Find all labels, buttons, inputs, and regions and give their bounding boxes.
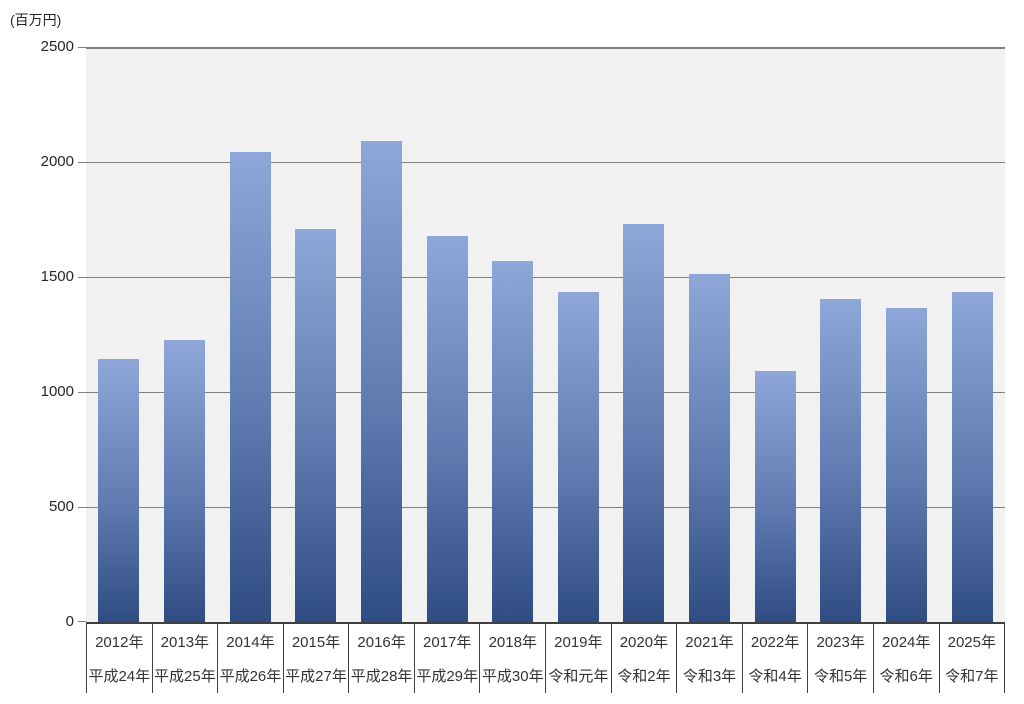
y-tick-mark-500 <box>78 507 86 508</box>
x-axis-category: 2022年令和4年 <box>741 624 808 693</box>
x-axis-category: 2016年平成28年 <box>348 624 414 693</box>
bar-2020年 <box>623 224 665 622</box>
x-axis-era-label: 令和元年 <box>548 668 609 686</box>
x-axis-year-label: 2024年 <box>882 633 931 651</box>
x-axis-year-label: 2017年 <box>422 633 472 651</box>
x-axis-era-label: 平成30年 <box>481 668 544 686</box>
x-axis-era-label: 平成26年 <box>219 668 282 686</box>
x-axis-era-label: 平成29年 <box>416 668 479 686</box>
x-axis-year-label: 2016年 <box>357 633 406 651</box>
y-axis-tick-label: 500 <box>48 498 74 515</box>
x-axis-year-label: 2018年 <box>488 633 537 651</box>
gridline-500 <box>86 507 1005 508</box>
y-axis-tick-label: 1000 <box>40 383 74 400</box>
plot-area <box>78 47 1005 622</box>
x-axis-era-label: 令和2年 <box>617 668 671 686</box>
bar-2016年 <box>360 141 402 622</box>
x-axis-year-label: 2021年 <box>685 633 734 651</box>
x-axis-year-label: 2015年 <box>291 633 341 651</box>
x-axis-year-label: 2012年 <box>95 633 144 651</box>
bar-2024年 <box>886 308 928 622</box>
x-axis-year-label: 2020年 <box>619 633 669 651</box>
y-tick-mark-2500 <box>78 47 86 48</box>
x-axis-era-label: 平成28年 <box>350 668 413 686</box>
bar-2023年 <box>820 298 862 622</box>
x-axis-category: 2015年平成27年 <box>282 624 349 693</box>
y-tick-mark-0 <box>78 621 86 622</box>
x-axis-era-label: 令和6年 <box>879 668 933 686</box>
gridline-2000 <box>86 162 1005 163</box>
x-axis-category: 2019年令和元年 <box>545 624 611 693</box>
y-tick-mark-2000 <box>78 162 86 163</box>
y-axis-unit-label: (百万円) <box>10 12 62 28</box>
bar-2012年 <box>98 358 140 622</box>
bar-2022年 <box>754 371 796 622</box>
bar-2014年 <box>229 151 271 622</box>
gridline-1000 <box>86 392 1005 393</box>
x-axis-table: 2012年 平成24年 2013年 平成25年 2014年 平成26年 2015年 平成27年… <box>86 622 1006 693</box>
y-axis-tick-label: 0 <box>65 613 74 630</box>
x-axis-category: 2012年平成24年 <box>86 624 152 693</box>
x-axis-category: 2021年令和3年 <box>676 624 742 693</box>
x-axis-year-label: 2023年 <box>816 633 865 651</box>
x-axis-era-label: 令和4年 <box>748 668 802 686</box>
x-axis-year-label: 2022年 <box>750 633 800 651</box>
x-axis-era-label: 令和7年 <box>945 668 999 686</box>
x-axis-category: 2014年平成26年 <box>217 624 283 693</box>
x-axis-era-label: 平成24年 <box>88 668 151 686</box>
x-axis-year-label: 2013年 <box>160 633 210 651</box>
x-axis-era-label: 平成25年 <box>154 668 216 686</box>
x-axis-category: 2017年平成29年 <box>413 624 480 693</box>
x-axis-category: 2025年令和7年 <box>938 624 1006 693</box>
y-axis-tick-label: 2000 <box>40 153 74 170</box>
y-axis: 0 500 1000 1500 2000 2500 <box>0 0 74 704</box>
x-axis-year-label: 2025年 <box>947 633 996 651</box>
x-axis-era-label: 令和5年 <box>813 668 868 686</box>
x-axis-era-label: 平成27年 <box>285 668 347 686</box>
y-axis-tick-label: 1500 <box>40 268 74 285</box>
x-axis-year-label: 2019年 <box>554 633 603 651</box>
gridline-2500 <box>86 47 1005 49</box>
y-tick-mark-1000 <box>78 392 86 393</box>
bar-2017年 <box>426 235 468 622</box>
x-axis-category: 2023年令和5年 <box>807 624 873 693</box>
x-axis-category: 2020年令和2年 <box>610 624 677 693</box>
x-axis-category: 2018年平成30年 <box>479 624 545 693</box>
y-axis-tick-label: 2500 <box>40 38 74 55</box>
gridline-1500 <box>86 277 1005 278</box>
bar-2019年 <box>557 291 599 622</box>
bar-2018年 <box>492 260 534 622</box>
bar-2015年 <box>295 228 337 622</box>
bar-2021年 <box>689 273 731 622</box>
x-axis-year-label: 2014年 <box>226 633 275 651</box>
y-tick-mark-1500 <box>78 277 86 278</box>
x-axis-era-label: 令和3年 <box>682 668 737 686</box>
bar-2013年 <box>163 340 205 622</box>
x-axis-category: 2013年平成25年 <box>151 624 218 693</box>
x-axis-category: 2024年令和6年 <box>872 624 939 693</box>
bar-2025年 <box>951 291 993 622</box>
